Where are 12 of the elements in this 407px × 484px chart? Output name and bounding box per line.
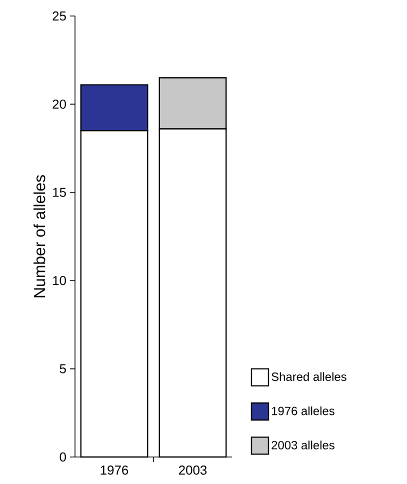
legend-label: 2003 alleles	[272, 440, 334, 450]
y-tick-label: 15	[53, 188, 66, 197]
y-tick-label: 0	[60, 452, 66, 462]
y-tick-label: 25	[52, 11, 66, 21]
y-axis-title: Number of alleles	[34, 175, 46, 298]
y-tick-label: 5	[60, 364, 66, 374]
x-tick-label: 1976	[100, 466, 128, 475]
legend-label: 1976 alleles	[272, 406, 334, 416]
y-tick-label: 20	[52, 100, 66, 109]
x-tick-label: 2003	[179, 466, 207, 475]
y-tick-label: 10	[53, 276, 66, 286]
legend-label: Shared alleles	[272, 372, 346, 381]
